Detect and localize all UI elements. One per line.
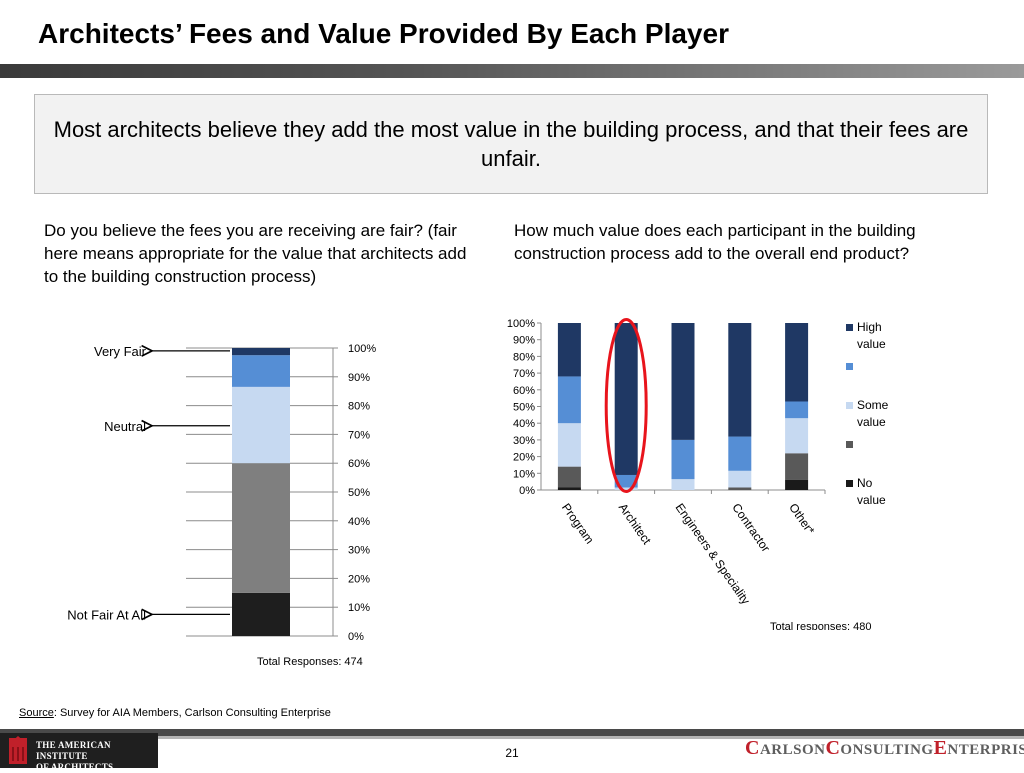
bar-segment xyxy=(557,376,581,424)
footer-divider xyxy=(0,729,1024,736)
bar-segment xyxy=(671,479,695,490)
bar-segment xyxy=(614,323,638,475)
y-tick-label: 30% xyxy=(348,545,370,557)
legend-swatch xyxy=(846,441,853,448)
category-label: Contractor xyxy=(729,501,773,555)
bar-segment xyxy=(614,487,638,490)
aia-line-2: OF ARCHITECTS xyxy=(36,762,114,772)
page-number: 21 xyxy=(505,746,519,760)
bar-segment xyxy=(728,470,752,488)
y-tick-label: 0% xyxy=(348,631,364,643)
total-responses-left: Total Responses: 474 xyxy=(257,656,363,668)
y-tick-label: 0% xyxy=(519,485,535,497)
total-responses-right: Total responses: 480 xyxy=(770,621,872,630)
source-label: Source xyxy=(19,707,54,719)
bar-segment xyxy=(232,463,290,593)
bar-segment xyxy=(785,401,809,419)
bar-segment xyxy=(232,355,290,387)
y-tick-label: 70% xyxy=(513,368,535,380)
y-tick-label: 20% xyxy=(348,573,370,585)
y-tick-label: 90% xyxy=(513,335,535,347)
category-label: Program xyxy=(559,501,597,547)
fees-fairness-chart: 0% 10% 20% 30% 40% 50% 60% 70% 80% 90% 100% Very Fa… xyxy=(67,343,376,668)
bar-segment xyxy=(785,323,809,402)
y-tick-label: 20% xyxy=(513,452,535,464)
page-title: Architects’ Fees and Value Provided By E… xyxy=(38,18,729,49)
key-finding-callout: Most architects believe they add the mos… xyxy=(34,94,988,194)
legend-label: No xyxy=(857,476,873,490)
aia-line-1: THE AMERICAN INSTITUTE xyxy=(36,740,111,761)
bar-segment xyxy=(614,474,638,488)
annotation-label: Neutral xyxy=(104,419,146,434)
architect-highlight-ring xyxy=(604,318,648,493)
legend-swatch xyxy=(846,363,853,370)
carlson-logo: CARLSONCONSULTINGENTERPRISE xyxy=(745,737,1024,759)
y-tick-label: 100% xyxy=(507,318,535,330)
y-tick-label: 80% xyxy=(513,351,535,363)
legend-label: High xyxy=(857,320,882,334)
category-label: Architect xyxy=(616,501,655,548)
legend-swatch xyxy=(846,480,853,487)
header-divider xyxy=(0,64,1024,78)
aia-emblem-icon xyxy=(9,736,27,764)
y-tick-label: 60% xyxy=(348,458,370,470)
bar-segment xyxy=(557,466,581,488)
bar-segment xyxy=(232,386,290,464)
footer-divider-light xyxy=(0,736,1024,739)
y-tick-label: 30% xyxy=(513,435,535,447)
bar-segment xyxy=(671,323,695,440)
y-tick-label: 100% xyxy=(348,343,376,355)
participant-value-chart: 0% 10% 20% 30% 40% 50% 60% 70% 80% 90% 100% Program… xyxy=(507,318,889,630)
value-question: How much value does each participant in … xyxy=(514,221,916,263)
annotation-label: Very Fair xyxy=(94,344,147,359)
y-tick-label: 70% xyxy=(348,429,370,441)
y-tick-label: 10% xyxy=(348,602,370,614)
bar-segment xyxy=(557,423,581,467)
aia-logo: THE AMERICAN INSTITUTE OF ARCHITECTS xyxy=(0,733,158,772)
fees-question: Do you believe the fees you are receivin… xyxy=(44,221,467,286)
bar-segment xyxy=(785,418,809,454)
annotation-label: Not Fair At All xyxy=(67,607,146,622)
bar-segment xyxy=(671,439,695,480)
source-note: Source: Survey for AIA Members, Carlson … xyxy=(19,707,331,719)
y-tick-label: 60% xyxy=(513,385,535,397)
bar-segment xyxy=(728,487,752,490)
bar-segment xyxy=(728,323,752,437)
bar-segment xyxy=(557,487,581,490)
bar-segment xyxy=(557,323,581,377)
bar-segment xyxy=(232,348,290,356)
legend-swatch xyxy=(846,402,853,409)
y-tick-label: 10% xyxy=(513,468,535,480)
bar-segment xyxy=(785,453,809,480)
y-tick-label: 40% xyxy=(513,418,535,430)
category-label: Other* xyxy=(786,501,818,538)
legend-label: value xyxy=(857,493,886,507)
bar-segment xyxy=(785,479,809,490)
y-tick-label: 50% xyxy=(348,487,370,499)
y-tick-label: 40% xyxy=(348,516,370,528)
y-tick-label: 50% xyxy=(513,402,535,414)
y-tick-label: 80% xyxy=(348,401,370,413)
source-text: : Survey for AIA Members, Carlson Consul… xyxy=(53,707,331,719)
legend-label: value xyxy=(857,415,886,429)
bar-segment xyxy=(728,436,752,471)
y-tick-label: 90% xyxy=(348,372,370,384)
legend-label: Some xyxy=(857,398,889,412)
legend-swatch xyxy=(846,324,853,331)
legend-label: value xyxy=(857,337,886,351)
bar-segment xyxy=(232,592,290,636)
key-finding-text: Most architects believe they add the mos… xyxy=(53,117,969,171)
